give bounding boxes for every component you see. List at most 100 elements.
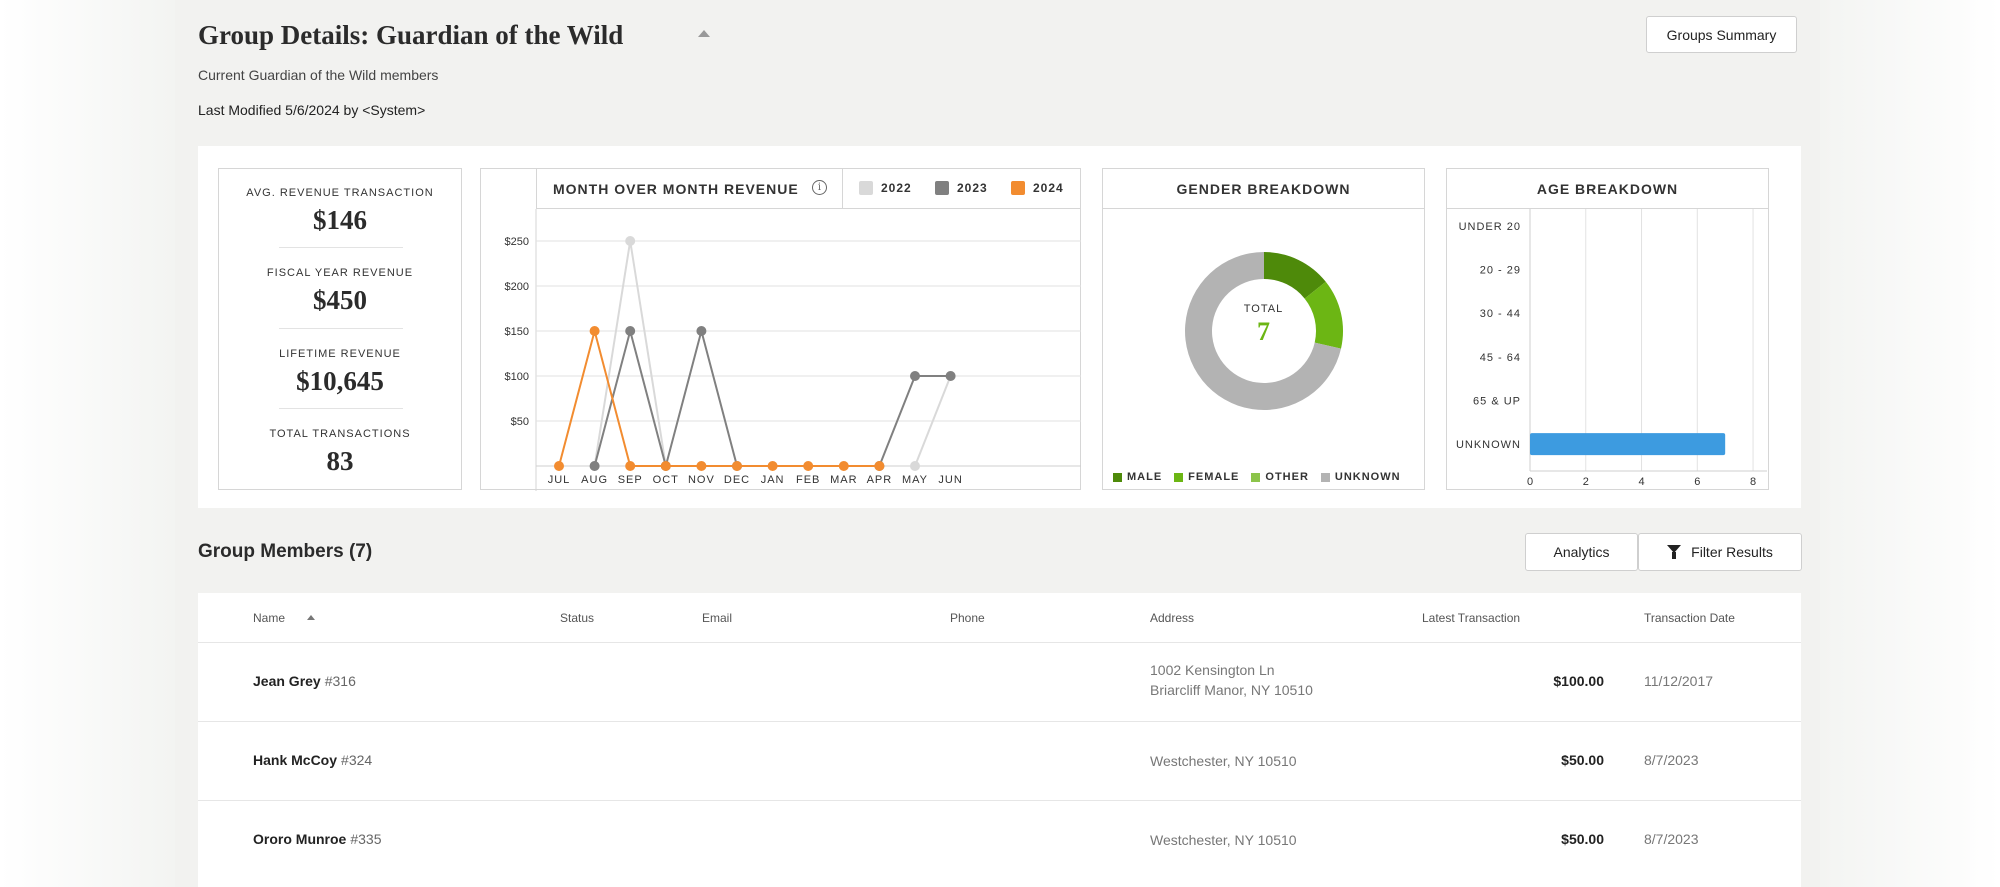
x-tick-label: 0 [1527,476,1533,488]
age-bar-unknown [1530,433,1726,456]
data-point-2023 [625,326,636,336]
donut-slice-female [1304,281,1343,349]
legend-swatch [859,181,873,195]
column-header-transaction-date[interactable]: Transaction Date [1644,611,1735,625]
donut-slice-male [1264,252,1326,299]
latest-transaction-amount: $100.00 [1553,673,1604,689]
analytics-button[interactable]: Analytics [1525,533,1638,571]
column-header-latest-transaction[interactable]: Latest Transaction [1422,611,1521,625]
revenue-chart-header: MONTH OVER MONTH REVENUE i 2022 2023 202… [536,169,1081,209]
table-row[interactable]: Jean Grey #316 1002 Kensington Ln Briarcli… [198,642,1801,721]
y-tick-label: $250 [505,236,529,248]
donut-slice-unknown [1185,252,1342,410]
data-point-2024 [767,461,778,471]
data-point-2024 [838,461,849,471]
y-tick-label: $50 [511,416,529,428]
groups-summary-button[interactable]: Groups Summary [1646,16,1797,53]
column-header-email[interactable]: Email [702,611,733,625]
x-tick-label: 6 [1694,476,1700,488]
table-row[interactable]: Hank McCoy #324 Westchester, NY 10510 $50… [198,721,1801,800]
member-address: 1002 Kensington Ln Briarcliff Manor, NY 1… [1150,662,1313,698]
data-point-2024 [554,461,564,471]
member-name[interactable]: Hank McCoy #324 [253,752,373,768]
member-id: #324 [341,752,373,768]
member-address: Westchester, NY 10510 [1150,753,1297,769]
data-point-2024 [625,461,636,471]
donut-total-value: 7 [1257,317,1270,346]
kpi-label: TOTAL TRANSACTIONS [269,428,411,440]
legend-label: MALE [1127,471,1163,483]
legend-item-female[interactable]: FEMALE [1174,471,1239,483]
kpi-value: $146 [313,205,367,235]
kpi-card: AVG. REVENUE TRANSACTION $146 FISCAL YEA… [218,168,462,490]
y-category-label: 20 - 29 [1480,265,1521,277]
donut-total-label: TOTAL [1243,303,1284,315]
kpi-label: FISCAL YEAR REVENUE [266,267,414,279]
stats-panel: AVG. REVENUE TRANSACTION $146 FISCAL YEA… [198,146,1801,508]
header-divider [842,169,843,209]
legend-item-2024[interactable]: 2024 [1011,181,1064,195]
data-point-2024 [874,461,885,471]
revenue-chart-card: MONTH OVER MONTH REVENUE i 2022 2023 202… [480,168,1081,491]
column-header-status[interactable]: Status [560,611,595,625]
legend-item-2022[interactable]: 2022 [859,181,912,195]
x-tick-label: JUL [548,474,571,486]
age-chart-header: AGE BREAKDOWN [1447,169,1768,209]
latest-transaction-amount: $50.00 [1561,831,1604,847]
member-name[interactable]: Ororo Munroe #335 [253,831,382,847]
series-line-2022 [593,240,667,467]
filter-results-button[interactable]: Filter Results [1638,533,1802,571]
latest-transaction-amount: $50.00 [1561,752,1604,768]
members-table: Name Status Email Phone Address Latest T… [198,593,1801,887]
y-tick-label: $150 [505,326,529,338]
column-header-name[interactable]: Name [253,611,316,625]
kpi-value: $10,645 [296,366,384,396]
data-point-2023 [589,461,600,471]
revenue-chart-title: MONTH OVER MONTH REVENUE [553,181,799,197]
column-header-phone[interactable]: Phone [950,611,985,625]
revenue-line-chart: $50 $100 $150 $200 $250 JUL AUG SEP OCT NOV DEC JAN… [505,209,1081,491]
legend-item-male[interactable]: MALE [1113,471,1162,483]
group-members-title: Group Members (7) [198,541,373,562]
legend-item-unknown[interactable]: UNKNOWN [1320,471,1401,483]
x-tick-label: JUN [938,474,962,486]
x-tick-label: AUG [581,474,608,486]
y-category-label: 65 & UP [1473,396,1521,408]
info-icon[interactable]: i [812,180,827,195]
data-point-2022 [625,236,636,246]
x-tick-label: MAR [830,474,857,486]
kpi-divider [279,408,403,409]
legend-swatch [935,181,949,195]
kpi-divider [279,328,403,329]
group-header: Group Details: Guardian of the Wild Curr… [198,14,1797,146]
sort-asc-icon [307,615,316,620]
x-tick-label: NOV [688,474,715,486]
x-tick-label: 8 [1750,476,1756,488]
kpi-avg-revenue: AVG. REVENUE TRANSACTION $146 [219,187,461,236]
data-point-2022 [910,461,920,471]
legend-item-2023[interactable]: 2023 [935,181,988,195]
kpi-label: AVG. REVENUE TRANSACTION [246,187,434,199]
x-tick-label: SEP [618,474,643,486]
x-tick-label: DEC [724,474,750,486]
data-point-2023 [910,371,920,381]
y-tick-label: $200 [505,281,529,293]
transaction-date: 8/7/2023 [1644,752,1699,768]
member-name[interactable]: Jean Grey #316 [253,673,356,689]
collapse-caret-icon[interactable] [698,30,710,37]
member-id: #335 [350,831,382,847]
y-category-label: 45 - 64 [1480,352,1521,364]
series-line-2024 [558,327,880,467]
table-row[interactable]: Ororo Munroe #335 Westchester, NY 10510 $… [198,800,1801,879]
data-point-2023 [945,371,956,381]
column-header-address[interactable]: Address [1150,611,1195,625]
data-point-2024 [660,461,671,471]
data-point-2024 [589,326,600,336]
legend-item-other[interactable]: OTHER [1251,471,1309,483]
legend-label: 2022 [881,181,912,195]
legend-label: 2024 [1033,181,1064,195]
kpi-lifetime-revenue: LIFETIME REVENUE $10,645 [219,348,461,397]
legend-label: UNKNOWN [1334,471,1401,483]
y-category-label: 30 - 44 [1480,308,1521,320]
legend-label: OTHER [1265,471,1309,483]
